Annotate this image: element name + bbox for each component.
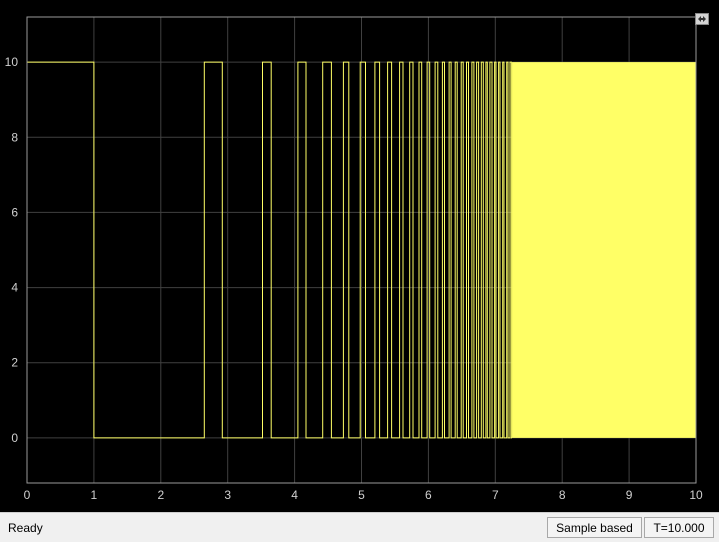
axes-frame: [26, 16, 697, 484]
x-tick-label: 2: [157, 488, 164, 502]
simulation-time-indicator: T=10.000: [644, 517, 714, 538]
y-tick-label: 2: [11, 356, 18, 370]
x-tick-label: 7: [492, 488, 499, 502]
autoscale-button[interactable]: [695, 13, 709, 25]
scope-window: 0 1 2 3 4 5 6 7 8 9 10 0 2 4 6 8 10: [0, 0, 719, 512]
signal-line: [27, 61, 512, 439]
x-tick-label: 0: [24, 488, 31, 502]
y-tick-label: 0: [11, 431, 18, 445]
signal-trace: [27, 61, 696, 439]
scope-plot: 0 1 2 3 4 5 6 7 8 9 10 0 2 4 6 8 10: [5, 16, 703, 502]
x-tick-labels: 0 1 2 3 4 5 6 7 8 9 10: [24, 488, 703, 502]
y-tick-label: 8: [11, 130, 18, 144]
x-tick-label: 3: [224, 488, 231, 502]
x-tick-label: 9: [626, 488, 633, 502]
x-tick-label: 6: [425, 488, 432, 502]
status-bar: Ready Sample based T=10.000: [0, 512, 719, 542]
x-tick-label: 1: [91, 488, 98, 502]
sample-mode-indicator[interactable]: Sample based: [547, 517, 642, 538]
axes-border: [26, 16, 697, 484]
x-tick-label: 5: [358, 488, 365, 502]
y-tick-label: 6: [11, 205, 18, 219]
y-tick-label: 4: [11, 281, 18, 295]
y-tick-labels: 0 2 4 6 8 10: [5, 55, 19, 445]
signal-dense-region: [512, 62, 696, 438]
autoscale-icon: [698, 16, 706, 22]
x-tick-label: 8: [559, 488, 566, 502]
x-tick-label: 4: [291, 488, 298, 502]
status-text: Ready: [8, 521, 43, 535]
y-tick-label: 10: [5, 55, 19, 69]
x-tick-label: 10: [689, 488, 703, 502]
